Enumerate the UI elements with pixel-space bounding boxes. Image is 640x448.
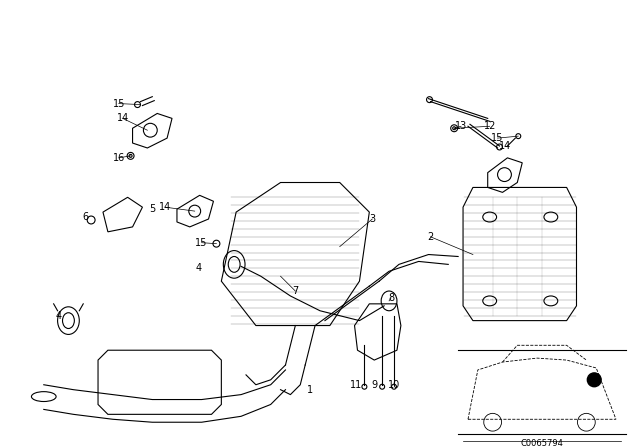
Text: 3: 3: [369, 214, 375, 224]
Text: 13: 13: [455, 121, 467, 131]
Text: 6: 6: [82, 212, 88, 222]
Text: 5: 5: [149, 204, 156, 214]
Text: 11: 11: [350, 380, 363, 390]
Text: 9: 9: [371, 380, 378, 390]
Text: 14: 14: [116, 113, 129, 123]
Text: 7: 7: [292, 286, 298, 296]
Text: 15: 15: [113, 99, 125, 108]
Text: 10: 10: [388, 380, 400, 390]
Text: 16: 16: [113, 153, 125, 163]
Text: 14: 14: [159, 202, 172, 212]
Text: 4: 4: [196, 263, 202, 273]
Text: 2: 2: [428, 232, 434, 242]
Text: C0065794: C0065794: [520, 439, 563, 448]
Text: 4: 4: [56, 310, 61, 321]
Text: 14: 14: [499, 141, 511, 151]
Text: 12: 12: [483, 121, 496, 131]
Circle shape: [588, 373, 601, 387]
Text: 15: 15: [195, 238, 208, 248]
Text: 1: 1: [307, 385, 313, 395]
Text: 15: 15: [492, 133, 504, 143]
Text: 8: 8: [388, 293, 394, 303]
